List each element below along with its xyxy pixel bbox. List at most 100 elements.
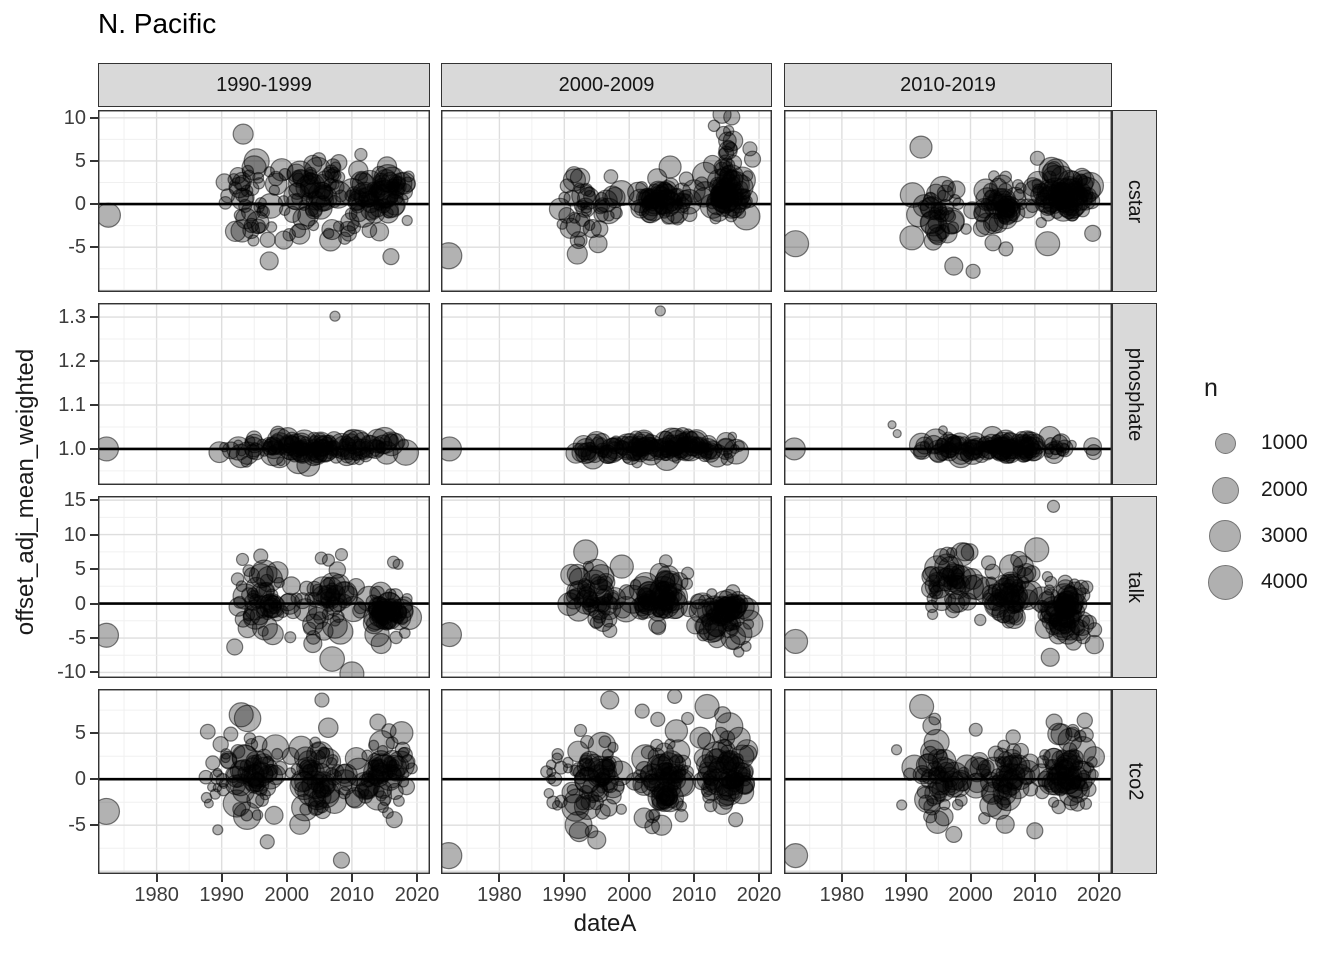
points xyxy=(98,310,420,477)
legend-label-4000: 4000 xyxy=(1261,570,1308,593)
x-tick-label: 1990 xyxy=(199,884,244,906)
col-facet-strip-2010-2019: 2010-2019 xyxy=(784,63,1112,107)
points xyxy=(441,305,750,472)
x-tick-label: 2010 xyxy=(1012,884,1058,906)
x-tick-mark xyxy=(285,874,288,882)
y-tick-mark xyxy=(90,116,98,119)
points xyxy=(441,689,759,870)
x-tick-mark xyxy=(350,874,353,882)
y-tick-label: -5 xyxy=(68,627,86,649)
y-tick-label: 5 xyxy=(74,558,86,581)
panel-phosphate-2000-2009 xyxy=(441,303,772,485)
y-tick-mark xyxy=(90,824,98,827)
y-tick-label: 5 xyxy=(74,722,86,745)
y-tick-mark xyxy=(90,203,98,206)
y-tick-label: 1.2 xyxy=(58,350,86,373)
panel-border xyxy=(98,303,430,485)
legend-label-2000: 2000 xyxy=(1261,478,1308,501)
x-tick-label: 2000 xyxy=(606,884,652,906)
panel-border xyxy=(784,689,1112,874)
y-tick-mark xyxy=(90,778,98,781)
y-tick-mark xyxy=(90,568,98,571)
x-tick-label: 1990 xyxy=(883,884,929,906)
gridlines xyxy=(784,110,1112,292)
y-tick-mark xyxy=(90,447,98,450)
x-tick-label: 2020 xyxy=(1076,884,1122,906)
panel-tco2-2000-2009 xyxy=(441,689,772,874)
row-facet-strip-cstar: cstar xyxy=(1112,110,1157,292)
panel-talk-2000-2009 xyxy=(441,496,772,678)
panel-border xyxy=(784,110,1112,292)
x-tick-label: 2010 xyxy=(329,884,375,906)
x-axis-title: dateA xyxy=(573,910,637,937)
x-tick-mark xyxy=(563,874,566,882)
y-tick-mark xyxy=(90,403,98,406)
panel-border xyxy=(441,110,772,292)
x-tick-label: 1980 xyxy=(819,884,865,906)
row-facet-label: cstar xyxy=(1124,179,1146,223)
x-tick-label: 1980 xyxy=(477,884,522,906)
x-tick-mark xyxy=(840,874,843,882)
points xyxy=(784,135,1105,279)
x-tick-mark xyxy=(628,874,631,882)
x-tick-label: 2020 xyxy=(394,884,440,906)
y-tick-label: 10 xyxy=(63,106,86,129)
y-tick-mark xyxy=(90,360,98,363)
row-facet-label: talk xyxy=(1124,571,1146,603)
chart-title: N. Pacific xyxy=(98,8,217,39)
panel-border xyxy=(441,496,772,678)
y-tick-label: 1.0 xyxy=(58,437,86,460)
col-facet-strip-2000-2009: 2000-2009 xyxy=(441,63,772,107)
y-tick-label: -5 xyxy=(68,236,86,259)
panel-border xyxy=(98,689,430,874)
x-tick-mark xyxy=(415,874,418,882)
legend-key-3000 xyxy=(1209,520,1241,552)
y-tick-label: -5 xyxy=(68,814,86,837)
y-tick-mark xyxy=(90,159,98,162)
points xyxy=(441,539,764,658)
row-facet-strip-talk: talk xyxy=(1112,496,1157,678)
x-tick-mark xyxy=(693,874,696,882)
y-tick-mark xyxy=(90,246,98,249)
panel-phosphate-2010-2019 xyxy=(784,303,1112,485)
y-tick-mark xyxy=(90,671,98,674)
points xyxy=(784,499,1105,667)
x-tick-label: 2010 xyxy=(671,884,717,906)
legend-label-3000: 3000 xyxy=(1261,524,1308,547)
x-tick-mark xyxy=(969,874,972,882)
panel-tco2-2010-2019 xyxy=(784,689,1112,874)
x-tick-label: 2000 xyxy=(264,884,310,906)
panel-cstar-2000-2009 xyxy=(441,110,772,292)
panel-border xyxy=(441,303,772,485)
x-tick-mark xyxy=(905,874,908,882)
x-tick-mark xyxy=(498,874,501,882)
points xyxy=(98,547,423,678)
legend-label-1000: 1000 xyxy=(1261,431,1308,454)
panel-phosphate-1990-1999 xyxy=(98,303,430,485)
x-tick-mark xyxy=(758,874,761,882)
panel-tco2-1990-1999 xyxy=(98,689,430,874)
y-tick-mark xyxy=(90,602,98,605)
y-tick-mark xyxy=(90,316,98,319)
col-facet-label: 2010-2019 xyxy=(900,73,996,96)
legend-key-1000 xyxy=(1214,432,1236,454)
y-tick-mark xyxy=(90,533,98,536)
y-tick-label: -10 xyxy=(57,661,86,684)
legend-key-4000 xyxy=(1207,564,1243,600)
col-facet-label: 2000-2009 xyxy=(558,73,655,96)
x-tick-label: 2000 xyxy=(948,884,993,906)
legend-title: n xyxy=(1204,374,1218,402)
y-tick-label: 0 xyxy=(74,592,86,615)
panel-border xyxy=(441,689,772,874)
panel-border xyxy=(784,303,1112,485)
points xyxy=(784,420,1103,469)
y-tick-mark xyxy=(90,637,98,639)
y-tick-label: 10 xyxy=(63,523,86,546)
row-facet-label: tco2 xyxy=(1124,762,1146,801)
panel-talk-1990-1999 xyxy=(98,496,430,678)
row-facet-strip-phosphate: phosphate xyxy=(1112,303,1157,485)
panel-border xyxy=(98,110,430,292)
points xyxy=(98,123,416,271)
x-tick-mark xyxy=(1033,874,1036,882)
